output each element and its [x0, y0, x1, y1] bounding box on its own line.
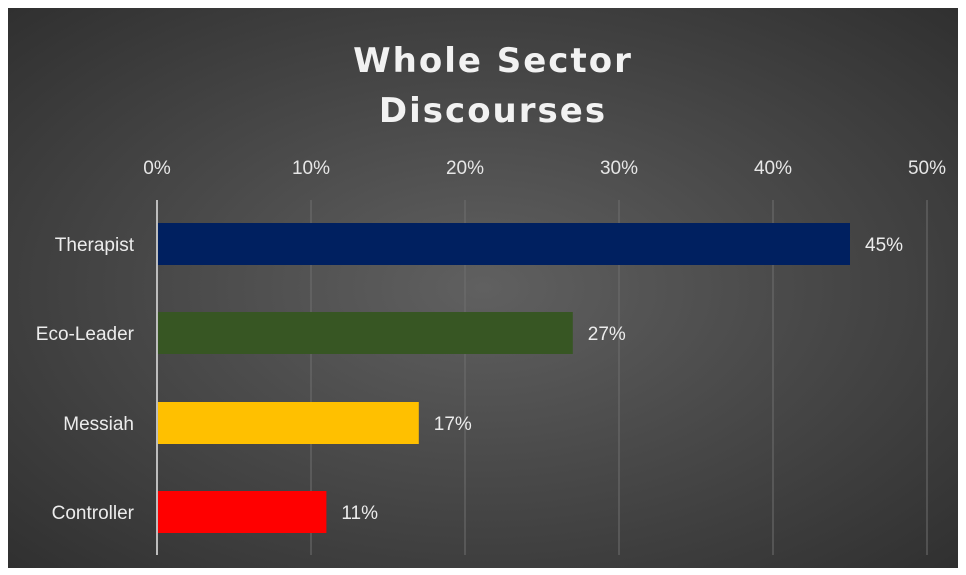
category-labels: Therapist Eco-Leader Messiah Controller: [36, 235, 135, 524]
x-tick-label: 10%: [292, 158, 330, 179]
bar-messiah: [157, 402, 419, 444]
chart-area: [8, 8, 958, 568]
data-label: 11%: [341, 503, 378, 524]
x-tick-label: 50%: [908, 158, 946, 179]
x-tick-label: 0%: [143, 158, 171, 179]
category-label: Eco-Leader: [36, 324, 135, 345]
x-tick-label: 30%: [600, 158, 638, 179]
chart-title: Whole Sector Discourses: [353, 41, 633, 131]
data-label: 17%: [434, 414, 472, 435]
data-labels: 45% 27% 17% 11%: [341, 235, 903, 524]
bar-controller: [157, 491, 327, 533]
bars: [157, 223, 850, 533]
chart-title-line-1: Whole Sector: [353, 41, 633, 81]
x-tick-label: 20%: [446, 158, 484, 179]
category-label: Therapist: [55, 235, 135, 256]
data-label: 27%: [588, 324, 626, 345]
category-label: Controller: [52, 503, 135, 524]
x-tick-label: 40%: [754, 158, 792, 179]
chart-title-line-2: Discourses: [379, 91, 607, 131]
x-axis-tick-labels: 0% 10% 20% 30% 40% 50%: [143, 158, 946, 179]
bar-eco-leader: [157, 312, 573, 354]
data-label: 45%: [865, 235, 903, 256]
category-label: Messiah: [63, 414, 134, 435]
bar-therapist: [157, 223, 850, 265]
